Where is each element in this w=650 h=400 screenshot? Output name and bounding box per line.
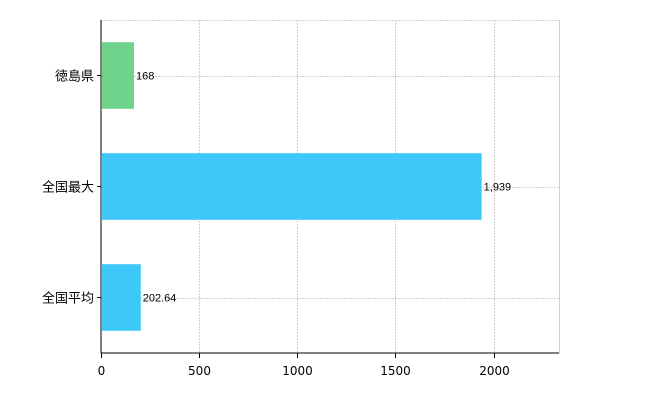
bars	[102, 42, 482, 331]
x-tick-label: 500	[188, 364, 211, 378]
x-tick-label: 2000	[479, 364, 510, 378]
gridlines	[101, 20, 560, 353]
x-tick-label: 1000	[282, 364, 313, 378]
bar	[102, 153, 482, 220]
bar	[102, 42, 134, 109]
y-tick-label: 全国平均	[42, 291, 94, 307]
y-tick-label: 全国最大	[42, 180, 94, 196]
data-label: 168	[136, 71, 154, 83]
x-axis-ticks: 0 500 1000 1500 2000	[98, 353, 510, 378]
data-label: 202.64	[143, 293, 177, 305]
value-labels: 168 1,939 202.64	[136, 71, 511, 305]
data-label: 1,939	[484, 182, 512, 194]
bar	[102, 264, 141, 331]
x-tick-label: 1500	[380, 364, 411, 378]
x-tick-label: 0	[98, 364, 106, 378]
y-tick-label: 徳島県	[55, 70, 94, 85]
